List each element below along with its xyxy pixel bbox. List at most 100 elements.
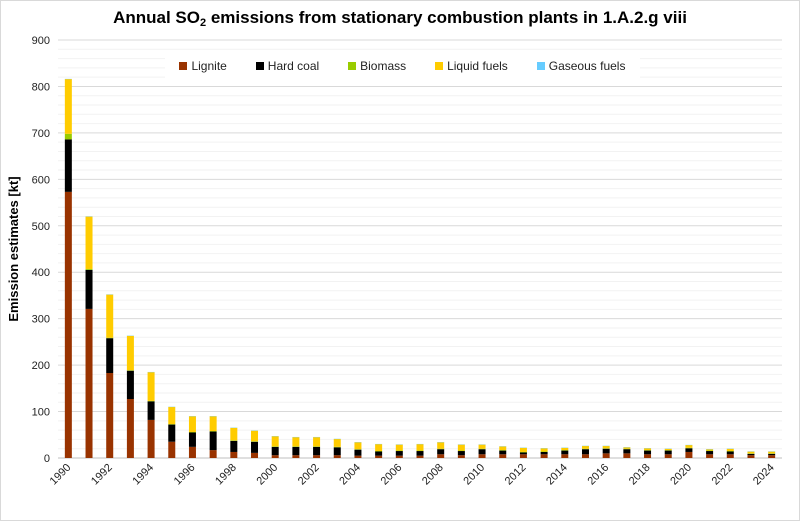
bar-hard-coal-1990	[64, 139, 72, 192]
bar-hard-coal-2012	[519, 452, 527, 455]
legend-item: Biomass	[348, 59, 406, 73]
bar-liquid-fuels-2018	[644, 448, 652, 451]
bar-hard-coal-1996	[188, 432, 196, 447]
bar-lignite-2014	[561, 454, 569, 458]
bar-liquid-fuels-1991	[85, 216, 93, 269]
y-tick-label: 400	[32, 267, 50, 279]
x-tick-label: 2004	[337, 462, 363, 488]
bar-lignite-2015	[581, 454, 589, 458]
bar-hard-coal-2018	[644, 450, 652, 455]
bar-lignite-2012	[519, 454, 527, 458]
legend-item: Liquid fuels	[435, 59, 508, 73]
bar-lignite-2009	[457, 455, 465, 458]
bar-lignite-2016	[602, 453, 610, 458]
bar-hard-coal-1991	[85, 269, 93, 309]
bar-hard-coal-2004	[354, 449, 362, 456]
bar-hard-coal-2020	[685, 448, 693, 452]
bar-liquid-fuels-2006	[395, 444, 403, 451]
bar-liquid-fuels-1990	[64, 79, 72, 134]
bar-lignite-2011	[499, 454, 507, 458]
bar-hard-coal-1998	[230, 440, 238, 452]
bar-lignite-2007	[416, 455, 424, 458]
bar-liquid-fuels-2009	[457, 444, 465, 451]
bar-hard-coal-2022	[726, 451, 734, 455]
legend-swatch	[536, 62, 545, 70]
y-tick-label: 500	[32, 221, 50, 233]
title-subscript: 2	[199, 17, 207, 29]
x-tick-label: 2002	[296, 462, 322, 488]
x-tick-label: 2000	[255, 462, 281, 488]
bar-lignite-2022	[726, 454, 734, 458]
legend-label: Hard coal	[267, 59, 320, 73]
bar-lignite-2018	[644, 454, 652, 458]
bar-hard-coal-2010	[478, 449, 486, 455]
bar-liquid-fuels-2005	[375, 444, 383, 452]
bar-hard-coal-2014	[561, 450, 569, 455]
y-axis-label: Emission estimates [kt]	[6, 176, 21, 321]
bar-hard-coal-1993	[126, 370, 134, 400]
bar-lignite-2024	[768, 455, 776, 458]
x-tick-label: 2020	[668, 462, 694, 488]
bar-liquid-fuels-1993	[126, 335, 134, 371]
legend-label: Liquid fuels	[447, 59, 508, 73]
bar-hard-coal-2024	[768, 453, 776, 456]
y-tick-label: 800	[32, 81, 50, 93]
bar-lignite-1996	[188, 446, 196, 458]
bar-liquid-fuels-2020	[685, 444, 693, 448]
bar-hard-coal-1995	[168, 424, 176, 442]
bar-liquid-fuels-1999	[251, 430, 259, 442]
bar-lignite-2006	[395, 455, 403, 458]
x-tick-label: 1996	[172, 462, 198, 488]
x-tick-label: 2006	[379, 462, 405, 488]
bar-lignite-1990	[64, 191, 72, 458]
bar-lignite-2004	[354, 455, 362, 458]
bar-hard-coal-2015	[581, 449, 589, 455]
bar-liquid-fuels-2012	[519, 447, 527, 452]
bar-liquid-fuels-2017	[623, 447, 631, 449]
bar-liquid-fuels-2008	[437, 442, 445, 449]
bar-liquid-fuels-2023	[747, 451, 755, 454]
bar-liquid-fuels-2024	[768, 451, 776, 454]
bar-liquid-fuels-2003	[333, 438, 341, 447]
x-tick-label: 2016	[585, 462, 611, 488]
bar-lignite-2017	[623, 453, 631, 458]
x-tick-label: 1994	[130, 462, 156, 488]
bar-liquid-fuels-2022	[726, 448, 734, 452]
bar-liquid-fuels-1994	[147, 372, 155, 401]
bar-lignite-2021	[706, 454, 714, 458]
bar-lignite-2013	[540, 454, 548, 458]
legend-swatch	[348, 62, 357, 70]
bar-lignite-1993	[126, 399, 134, 458]
bar-hard-coal-2002	[313, 446, 321, 456]
bar-liquid-fuels-1995	[168, 406, 176, 425]
bar-liquid-fuels-2016	[602, 445, 610, 449]
bar-hard-coal-2000	[271, 446, 279, 456]
bar-hard-coal-2007	[416, 451, 424, 456]
legend: Lignite Hard coal Biomass Liquid fuels Gaseo…	[165, 52, 640, 80]
bar-liquid-fuels-2001	[292, 437, 300, 447]
legend-label: Lignite	[191, 59, 227, 73]
bar-lignite-1997	[209, 450, 217, 458]
bar-liquid-fuels-1992	[106, 294, 114, 338]
bar-liquid-fuels-2011	[499, 446, 507, 451]
legend-item: Lignite	[179, 59, 227, 73]
bar-hard-coal-2001	[292, 446, 300, 456]
legend-item: Hard coal	[255, 59, 320, 73]
legend-swatch	[255, 62, 264, 70]
y-tick-label: 100	[32, 407, 50, 419]
bar-lignite-1999	[251, 452, 259, 458]
y-tick-label: 900	[32, 35, 50, 47]
bar-liquid-fuels-2015	[581, 445, 589, 449]
bar-liquid-fuels-2000	[271, 436, 279, 447]
y-tick-label: 300	[32, 314, 50, 326]
y-tick-label: 700	[32, 128, 50, 140]
bar-lignite-1991	[85, 308, 93, 458]
bar-hard-coal-2016	[602, 448, 610, 454]
bar-hard-coal-1992	[106, 338, 114, 374]
legend-label: Biomass	[360, 59, 407, 73]
y-tick-label: 600	[32, 174, 50, 186]
bar-hard-coal-2017	[623, 449, 631, 454]
y-tick-label: 200	[32, 360, 50, 372]
bar-liquid-fuels-1998	[230, 427, 238, 441]
